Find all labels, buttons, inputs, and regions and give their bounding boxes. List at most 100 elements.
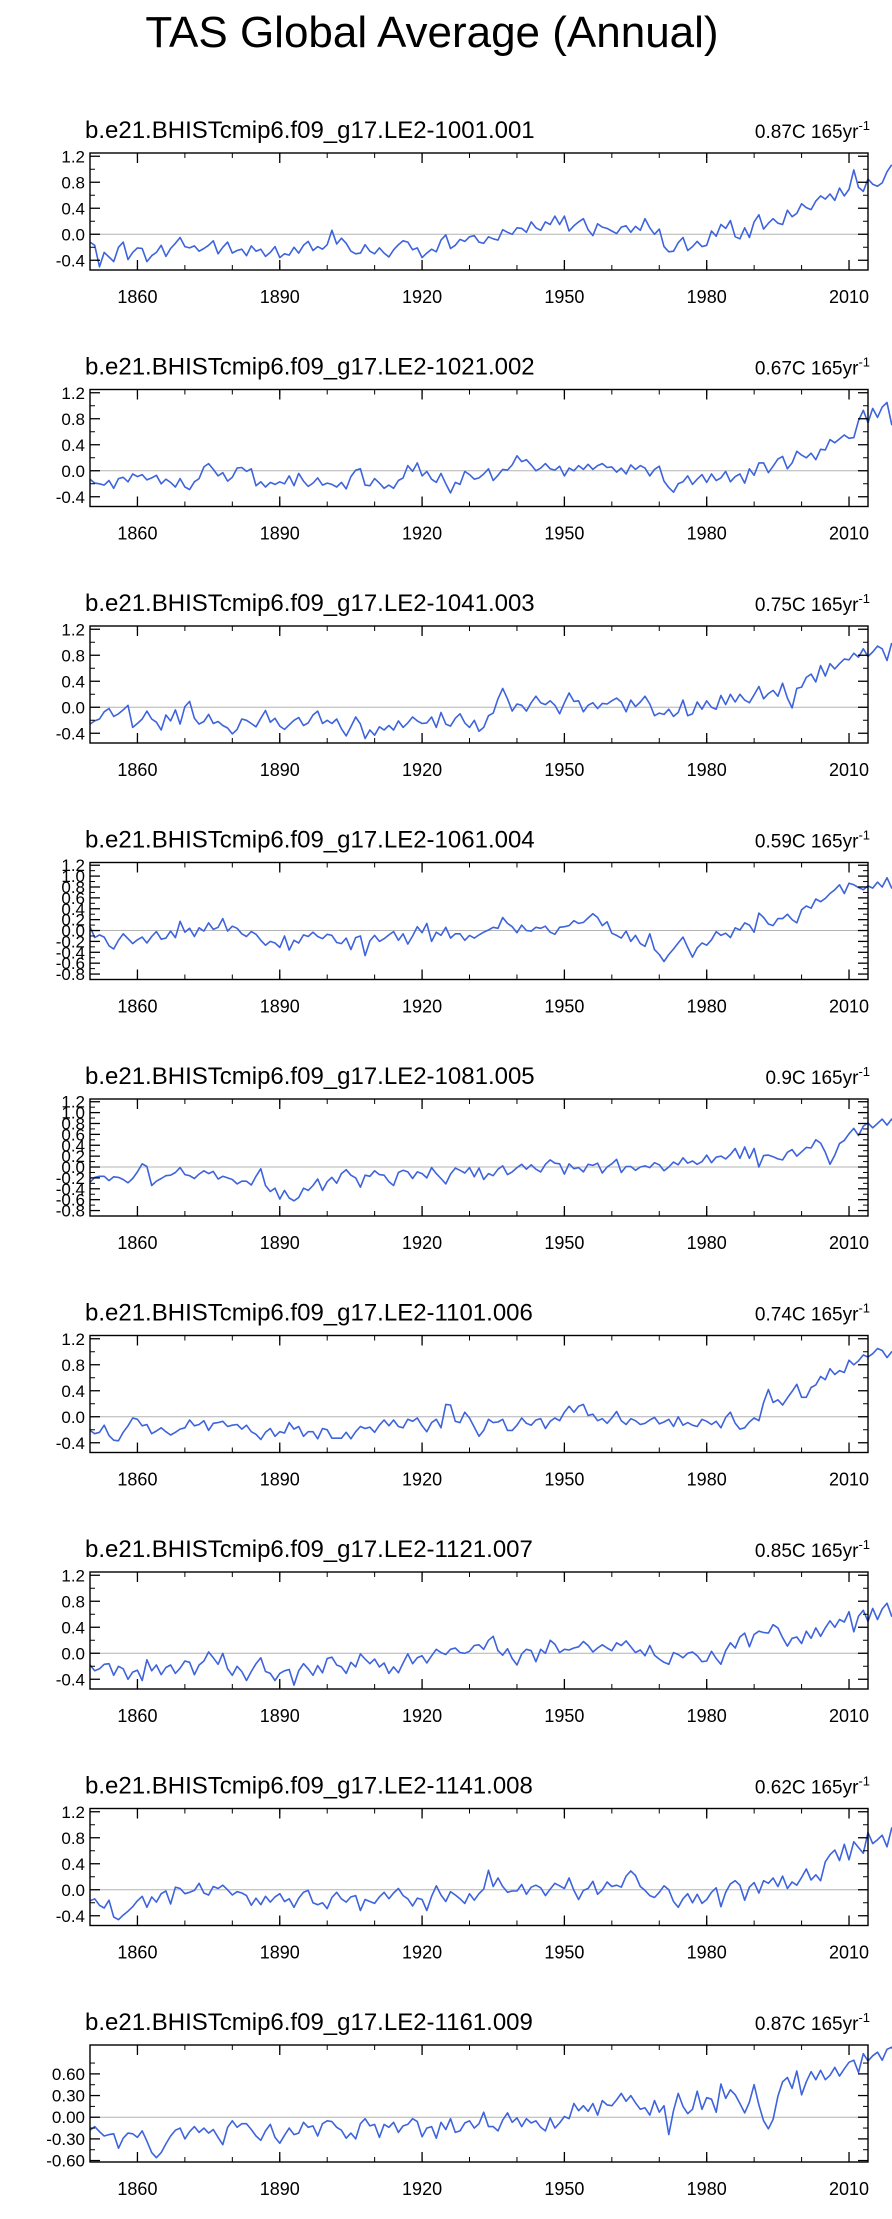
y-tick-label: -0.8 [56,1202,85,1221]
panel-title: b.e21.BHISTcmip6.f09_g17.LE2-1021.002 [85,354,535,381]
trend-value: 0.9C 165yr [765,1068,859,1089]
x-tick-label: 1980 [687,524,727,544]
x-tick-label: 1890 [260,1706,300,1726]
x-tick-label: 1950 [544,1470,584,1490]
trend-label: 0.74C 165yr-1 [755,1301,870,1326]
plot-frame [89,861,869,981]
y-tick-label: 0.4 [61,1136,85,1155]
panel-title: b.e21.BHISTcmip6.f09_g17.LE2-1141.008 [85,1773,533,1800]
plot-frame [89,388,869,508]
x-tick-label: 1980 [687,287,727,307]
trend-value: 0.87C 165yr [755,122,859,143]
y-tick-label: -0.6 [56,1191,85,1210]
x-tick-label: 2010 [829,997,869,1017]
y-tick-label: -0.8 [56,965,85,984]
trend-value: 0.87C 165yr [755,2014,859,2035]
figure-title: TAS Global Average (Annual) [145,8,718,57]
y-tick-label: 0.0 [61,1644,85,1663]
y-tick-label: 1.0 [61,1104,85,1123]
y-tick-label: 0.2 [61,1147,85,1166]
panel-5: b.e21.BHISTcmip6.f09_g17.LE2-1081.005 0.9… [56,1063,892,1253]
y-tick-label: 0.0 [61,1881,85,1900]
trend-exponent: -1 [858,1774,870,1789]
panel-4: b.e21.BHISTcmip6.f09_g17.LE2-1061.004 0.5… [56,827,892,1017]
x-tick-label: 1890 [260,1470,300,1490]
y-tick-label: -0.4 [56,1180,85,1199]
x-tick-label: 2010 [829,1943,869,1963]
x-tick-label: 1860 [117,1706,157,1726]
panel-title: b.e21.BHISTcmip6.f09_g17.LE2-1001.001 [85,117,535,144]
y-tick-label: 0.60 [52,2065,85,2084]
x-tick-label: 1980 [687,1706,727,1726]
plot-frame [89,1571,869,1690]
x-tick-label: 2010 [829,1470,869,1490]
x-tick-label: 1860 [117,1233,157,1253]
y-tick-label: 0.4 [61,199,85,218]
panel-1: b.e21.BHISTcmip6.f09_g17.LE2-1001.001 0.8… [56,117,892,307]
x-tick-label: 1980 [687,1943,727,1963]
y-tick-label: 0.4 [61,672,85,691]
x-tick-label: 1890 [260,2179,300,2199]
data-line [89,1602,892,1686]
y-tick-label: -0.4 [56,251,85,270]
trend-exponent: -1 [858,355,870,370]
x-tick-label: 1890 [260,997,300,1017]
y-tick-label: 0.0 [61,1408,85,1427]
x-tick-label: 1950 [544,287,584,307]
y-tick-label: 1.2 [61,856,85,875]
y-tick-label: 1.2 [61,620,85,639]
trend-label: 0.62C 165yr-1 [755,1774,870,1799]
trend-value: 0.59C 165yr [755,832,859,853]
y-tick-label: 1.2 [61,384,85,403]
trend-value: 0.62C 165yr [755,1778,859,1799]
x-tick-label: 1950 [544,1233,584,1253]
x-tick-label: 1920 [402,1943,442,1963]
panel-9: b.e21.BHISTcmip6.f09_g17.LE2-1161.009 0.8… [46,2009,892,2199]
x-tick-label: 1920 [402,1233,442,1253]
y-tick-label: 0.30 [52,2087,85,2106]
x-tick-label: 1920 [402,997,442,1017]
trend-label: 0.87C 165yr-1 [755,2010,870,2035]
trend-label: 0.67C 165yr-1 [755,355,870,380]
x-tick-label: 1860 [117,1943,157,1963]
x-tick-label: 1890 [260,287,300,307]
plot-frame [89,1807,869,1927]
trend-value: 0.75C 165yr [755,595,859,616]
x-tick-label: 1860 [117,997,157,1017]
y-tick-label: -0.2 [56,932,85,951]
x-tick-label: 1950 [544,997,584,1017]
y-tick-label: 0.4 [61,1618,85,1637]
panel-6: b.e21.BHISTcmip6.f09_g17.LE2-1101.006 0.7… [56,1300,892,1490]
data-line [89,401,892,494]
x-tick-label: 1920 [402,1470,442,1490]
plot-frame [89,1098,869,1217]
trend-label: 0.59C 165yr-1 [755,828,870,853]
x-tick-label: 2010 [829,1706,869,1726]
data-line [89,1347,892,1442]
plot-frame [89,625,869,744]
panel-title: b.e21.BHISTcmip6.f09_g17.LE2-1101.006 [85,1300,533,1327]
y-tick-label: 0.0 [61,225,85,244]
x-tick-label: 1920 [402,2179,442,2199]
trend-label: 0.85C 165yr-1 [755,1537,870,1562]
plot-frame [89,1334,869,1454]
data-line [89,164,892,268]
panel-3: b.e21.BHISTcmip6.f09_g17.LE2-1041.003 0.7… [56,590,892,780]
x-tick-label: 2010 [829,287,869,307]
trend-label: 0.9C 165yr-1 [765,1064,870,1089]
x-tick-label: 1950 [544,1943,584,1963]
y-tick-label: 0.00 [52,2108,85,2127]
x-tick-label: 2010 [829,2179,869,2199]
x-tick-label: 1860 [117,524,157,544]
trend-value: 0.85C 165yr [755,1541,859,1562]
y-tick-label: -0.4 [56,1907,85,1926]
x-tick-label: 1890 [260,760,300,780]
y-tick-label: 0.8 [61,1829,85,1848]
data-line [89,2046,892,2159]
y-tick-label: 0.0 [61,1158,85,1177]
x-tick-label: 1980 [687,2179,727,2199]
x-tick-label: 1860 [117,287,157,307]
y-tick-label: 1.2 [61,1803,85,1822]
y-tick-label: 0.4 [61,436,85,455]
y-tick-label: 0.4 [61,1382,85,1401]
